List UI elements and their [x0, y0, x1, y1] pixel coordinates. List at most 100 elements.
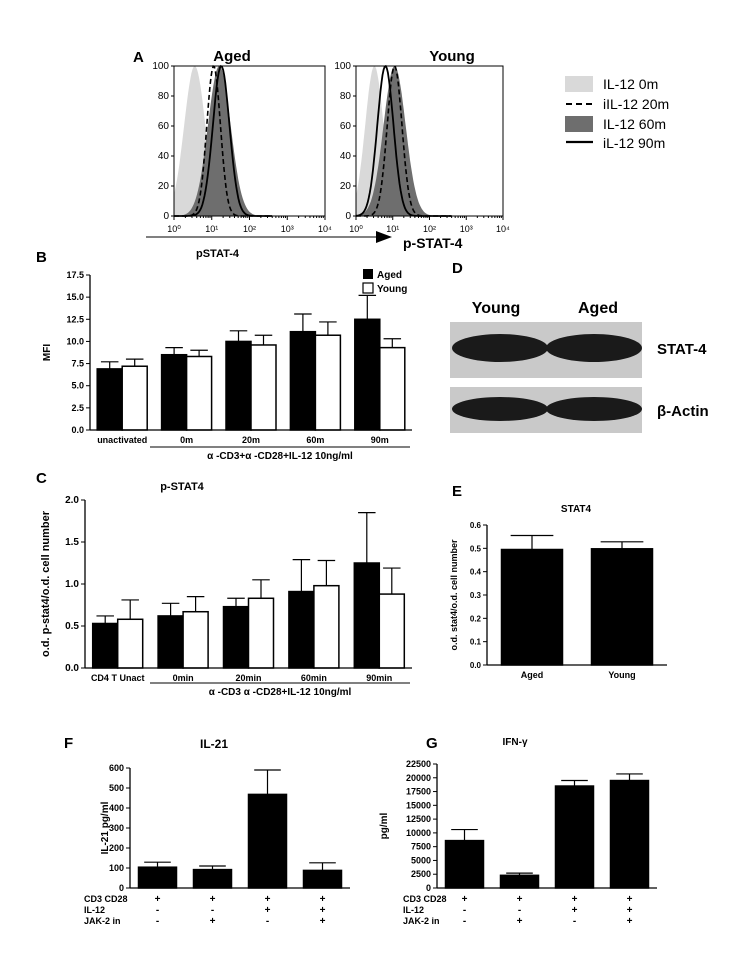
- chart-g-ytick-label: 20000: [406, 773, 431, 783]
- panel-letter-e: E: [452, 483, 462, 500]
- bar-chart-c-pstat4: CD4 T Unact 0min 20min 60min 90min 0.0 0.5 1.0 1…: [40, 481, 412, 698]
- hist-aged-ytick-label: 0: [163, 211, 169, 222]
- panel-letter-g: G: [426, 735, 438, 752]
- western-blot: Young Aged STAT-4 β-Actin: [450, 300, 709, 433]
- chart-b-group-label: α -CD3+α -CD28+IL-12 10ng/ml: [207, 451, 353, 462]
- hist-aged-series-0: [174, 66, 273, 216]
- chart-f-condition-mark: -: [156, 916, 159, 927]
- panel-a-shared-arrow-head: [376, 231, 392, 243]
- chart-c-bar: [247, 597, 275, 669]
- chart-e-ytick-label: 0.3: [470, 591, 482, 600]
- chart-f-ytick-label: 100: [109, 863, 124, 873]
- chart-g-ytick-label: 12500: [406, 814, 431, 824]
- hist-aged-xtick-label: 10⁴: [318, 224, 332, 234]
- chart-g-ytick-label: 2500: [411, 869, 431, 879]
- chart-g-condition-mark: +: [572, 894, 578, 905]
- chart-b-ytick-label: 0.0: [71, 425, 84, 435]
- hist-aged-xtick-label: 10³: [281, 224, 294, 234]
- hist-aged-ytick-label: 20: [158, 181, 170, 192]
- histogram-aged: 0 20 40 60 80 100 10⁰ 10¹ 10² 10³ 10⁴: [152, 61, 332, 234]
- chart-c-category-label: 90min: [366, 673, 392, 683]
- chart-g-condition-mark: +: [627, 916, 633, 927]
- chart-c-ytick-label: 2.0: [65, 495, 79, 506]
- hist-aged-xtick-label: 10⁰: [167, 224, 181, 234]
- chart-c-bar: [91, 622, 119, 669]
- chart-b-bar: [96, 368, 123, 431]
- chart-g-condition-mark: -: [518, 905, 521, 916]
- panel-letter-d: D: [452, 260, 463, 277]
- legend-swatch-60m: [565, 116, 593, 132]
- chart-g-ytick-label: 5000: [411, 855, 431, 865]
- chart-c-bar: [378, 593, 406, 669]
- chart-f-y-axis-label: IL-21 pg/ml: [100, 801, 111, 854]
- chart-b-ytick-label: 7.5: [71, 359, 84, 369]
- chart-g-ytick-label: 15000: [406, 800, 431, 810]
- chart-c-bar: [116, 618, 144, 669]
- chart-c-category-label: 20min: [235, 673, 261, 683]
- blot-stat4-band-young: [452, 334, 548, 362]
- chart-f-condition-mark: +: [265, 894, 271, 905]
- chart-g-condition-mark: +: [462, 894, 468, 905]
- hist-young-xtick-label: 10¹: [386, 224, 399, 234]
- chart-f-ytick-label: 600: [109, 763, 124, 773]
- panel-a-young-xlabel: p-STAT-4: [403, 235, 463, 251]
- chart-f-condition-mark: -: [156, 905, 159, 916]
- panel-letter-c: C: [36, 470, 47, 487]
- chart-g-condition-mark: -: [463, 916, 466, 927]
- hist-young-ytick-label: 60: [340, 121, 352, 132]
- chart-f-condition-label: JAK-2 in: [84, 916, 121, 926]
- chart-f-title: IL-21: [200, 737, 228, 751]
- chart-b-bar: [160, 353, 188, 431]
- chart-g-condition-mark: -: [573, 916, 576, 927]
- chart-f-bar: [192, 868, 233, 889]
- chart-b-category-label: 90m: [371, 435, 389, 445]
- chart-c-category-label: 60min: [301, 673, 327, 683]
- chart-c-group-label: α -CD3 α -CD28+IL-12 10ng/ml: [209, 687, 352, 698]
- legend-label-aged: Aged: [377, 270, 402, 281]
- chart-g-title: IFN-γ: [503, 737, 528, 748]
- chart-c-category-label: 0min: [173, 673, 194, 683]
- chart-c-bar: [313, 584, 340, 669]
- chart-e-bar: [590, 548, 654, 666]
- blot-lane-label-young: Young: [472, 300, 521, 317]
- chart-f-condition-mark: +: [320, 905, 326, 916]
- chart-e-ytick-label: 0.6: [470, 521, 482, 530]
- chart-b-bar: [121, 365, 148, 431]
- hist-young-xtick-label: 10⁴: [496, 224, 510, 234]
- chart-g-ytick-label: 7500: [411, 842, 431, 852]
- chart-g-condition-mark: -: [463, 905, 466, 916]
- chart-e-bar: [500, 548, 564, 666]
- chart-c-category-label: CD4 T Unact: [91, 673, 145, 683]
- hist-aged-ytick-label: 100: [152, 61, 169, 72]
- hist-young-xtick-label: 10²: [423, 224, 436, 234]
- legend-label-young: Young: [377, 284, 407, 295]
- legend-swatch-0m: [565, 76, 593, 92]
- chart-g-bar: [499, 874, 540, 889]
- chart-g-condition-label: JAK-2 in: [403, 916, 440, 926]
- chart-b-bar: [225, 340, 252, 431]
- chart-f-ytick-label: 200: [109, 843, 124, 853]
- legend-swatch-young: [362, 282, 374, 294]
- chart-b-category-label: 0m: [180, 435, 193, 445]
- chart-f-condition-label: IL-12: [84, 905, 105, 915]
- chart-g-bar: [444, 839, 485, 889]
- panel-a-young-title: Young: [429, 48, 475, 65]
- chart-b-bar: [250, 344, 277, 431]
- chart-c-bar: [288, 590, 315, 669]
- chart-g-condition-mark: +: [572, 905, 578, 916]
- legend-label-0m: IL-12 0m: [603, 76, 658, 92]
- chart-c-bar: [182, 610, 209, 669]
- blot-actin-band-young: [452, 397, 548, 421]
- chart-f-ytick-label: 500: [109, 783, 124, 793]
- chart-e-y-axis-label: o.d. stat4/o.d. cell number: [449, 539, 459, 651]
- chart-f-condition-mark: +: [320, 894, 326, 905]
- chart-b-category-label: 20m: [242, 435, 260, 445]
- chart-g-condition-mark: +: [517, 894, 523, 905]
- panel-letter-a: A: [133, 49, 144, 66]
- chart-e-category-label: Aged: [521, 670, 544, 680]
- chart-e-ytick-label: 0.4: [470, 568, 482, 577]
- hist-aged-series-2: [174, 66, 273, 216]
- bar-chart-e-stat4: Aged Young 0.0 0.1 0.2 0.3 0.4 0.5 0.6 o.d. stat4…: [449, 504, 667, 680]
- chart-e-ytick-label: 0.5: [470, 544, 482, 553]
- chart-b-ytick-label: 15.0: [66, 292, 84, 302]
